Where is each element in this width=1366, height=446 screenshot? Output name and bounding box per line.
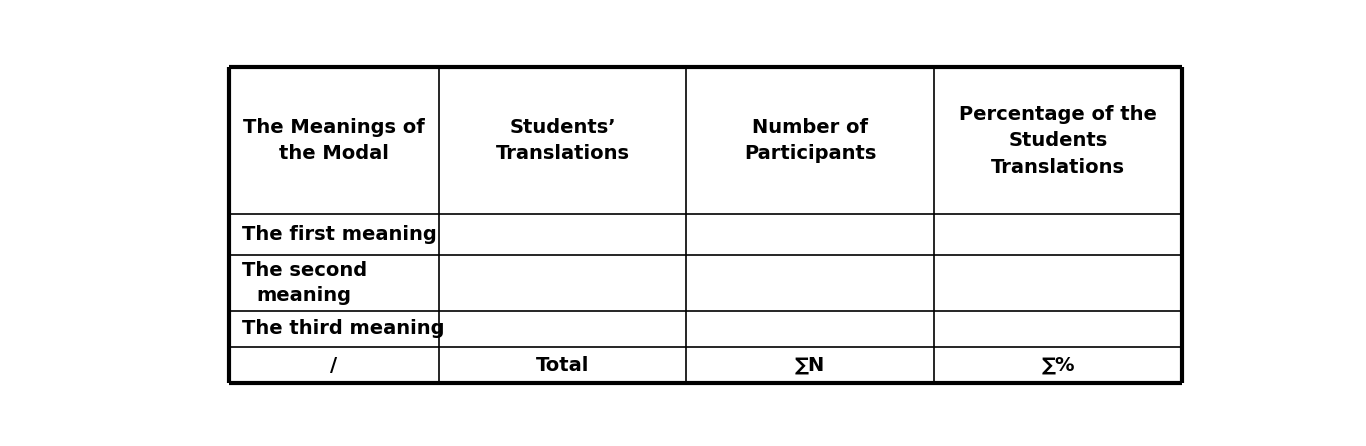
Text: The second
meaning: The second meaning [242,261,367,305]
Text: Total: Total [535,355,589,375]
Text: The third meaning: The third meaning [242,319,444,338]
Text: ∑N: ∑N [795,355,825,375]
Text: Number of
Participants: Number of Participants [744,118,877,164]
Text: Students’
Translations: Students’ Translations [496,118,630,164]
Text: /: / [331,355,337,375]
Text: The Meanings of
the Modal: The Meanings of the Modal [243,118,425,164]
Text: Percentage of the
Students
Translations: Percentage of the Students Translations [959,105,1157,177]
Text: ∑%: ∑% [1041,355,1075,375]
Text: The first meaning: The first meaning [242,225,436,244]
